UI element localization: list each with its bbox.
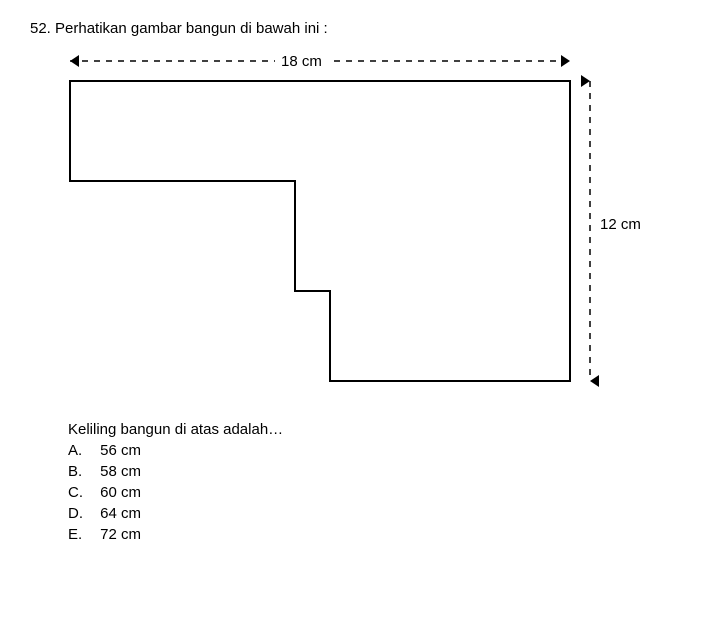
option-text: 60 cm bbox=[100, 484, 141, 501]
option-letter: D. bbox=[68, 503, 96, 524]
option-e: E. 72 cm bbox=[68, 524, 682, 545]
answer-options: A. 56 cm B. 58 cm C. 60 cm D. 64 cm E. 7… bbox=[68, 440, 682, 545]
question-header: 52. Perhatikan gambar bangun di bawah in… bbox=[30, 20, 682, 37]
option-text: 72 cm bbox=[100, 526, 141, 543]
option-text: 64 cm bbox=[100, 505, 141, 522]
sub-question: Keliling bangun di atas adalah… bbox=[68, 421, 682, 438]
geometry-diagram: 18 cm 12 cm bbox=[60, 51, 660, 411]
option-letter: C. bbox=[68, 482, 96, 503]
shape-polygon bbox=[70, 81, 570, 381]
option-c: C. 60 cm bbox=[68, 482, 682, 503]
shape-svg bbox=[60, 51, 660, 411]
option-text: 58 cm bbox=[100, 463, 141, 480]
top-dimension-label: 18 cm bbox=[275, 53, 328, 70]
right-dimension-label: 12 cm bbox=[600, 216, 641, 233]
question-number: 52. bbox=[30, 20, 51, 37]
option-letter: E. bbox=[68, 524, 96, 545]
option-a: A. 56 cm bbox=[68, 440, 682, 461]
option-letter: A. bbox=[68, 440, 96, 461]
question-prompt: Perhatikan gambar bangun di bawah ini : bbox=[55, 20, 328, 37]
option-letter: B. bbox=[68, 461, 96, 482]
option-d: D. 64 cm bbox=[68, 503, 682, 524]
option-b: B. 58 cm bbox=[68, 461, 682, 482]
option-text: 56 cm bbox=[100, 442, 141, 459]
